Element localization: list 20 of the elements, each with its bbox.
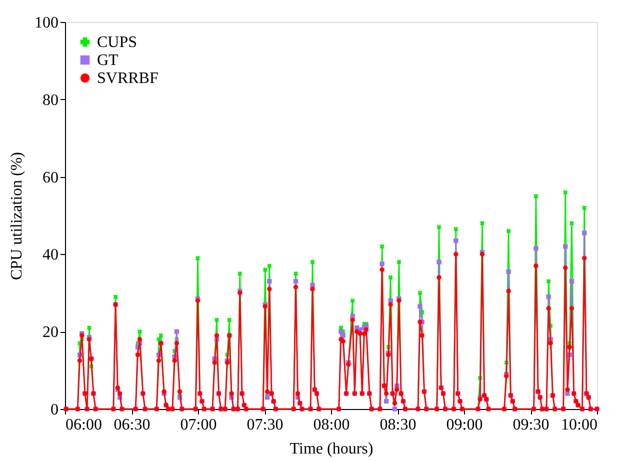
y-axis-title: CPU utilization (%): [8, 152, 26, 280]
x-tick-label: 07:30: [246, 416, 284, 434]
x-axis-title: Time (hours): [290, 440, 374, 458]
x-tick-label: 10:00: [561, 416, 598, 434]
legend-label: GT: [97, 52, 119, 69]
x-tick-label: 08:00: [313, 416, 350, 434]
x-tick-label: 09:00: [446, 416, 483, 434]
legend-label: SVRRBF: [97, 70, 158, 87]
x-tick-label: 08:30: [380, 416, 416, 434]
y-tick-label: 40: [42, 246, 58, 264]
y-tick-label: 20: [42, 324, 58, 342]
y-tick-label: 0: [50, 402, 58, 418]
legend-label: CUPS: [97, 34, 138, 51]
x-tick-label: 06:00: [66, 416, 102, 434]
x-tick-label: 06:30: [114, 416, 150, 434]
x-tick-label: 09:30: [512, 416, 550, 434]
y-tick-label: 60: [42, 169, 58, 186]
x-tick-label: 07:00: [180, 416, 217, 434]
y-tick-label: 80: [42, 92, 58, 109]
y-tick-label: 100: [34, 14, 58, 32]
